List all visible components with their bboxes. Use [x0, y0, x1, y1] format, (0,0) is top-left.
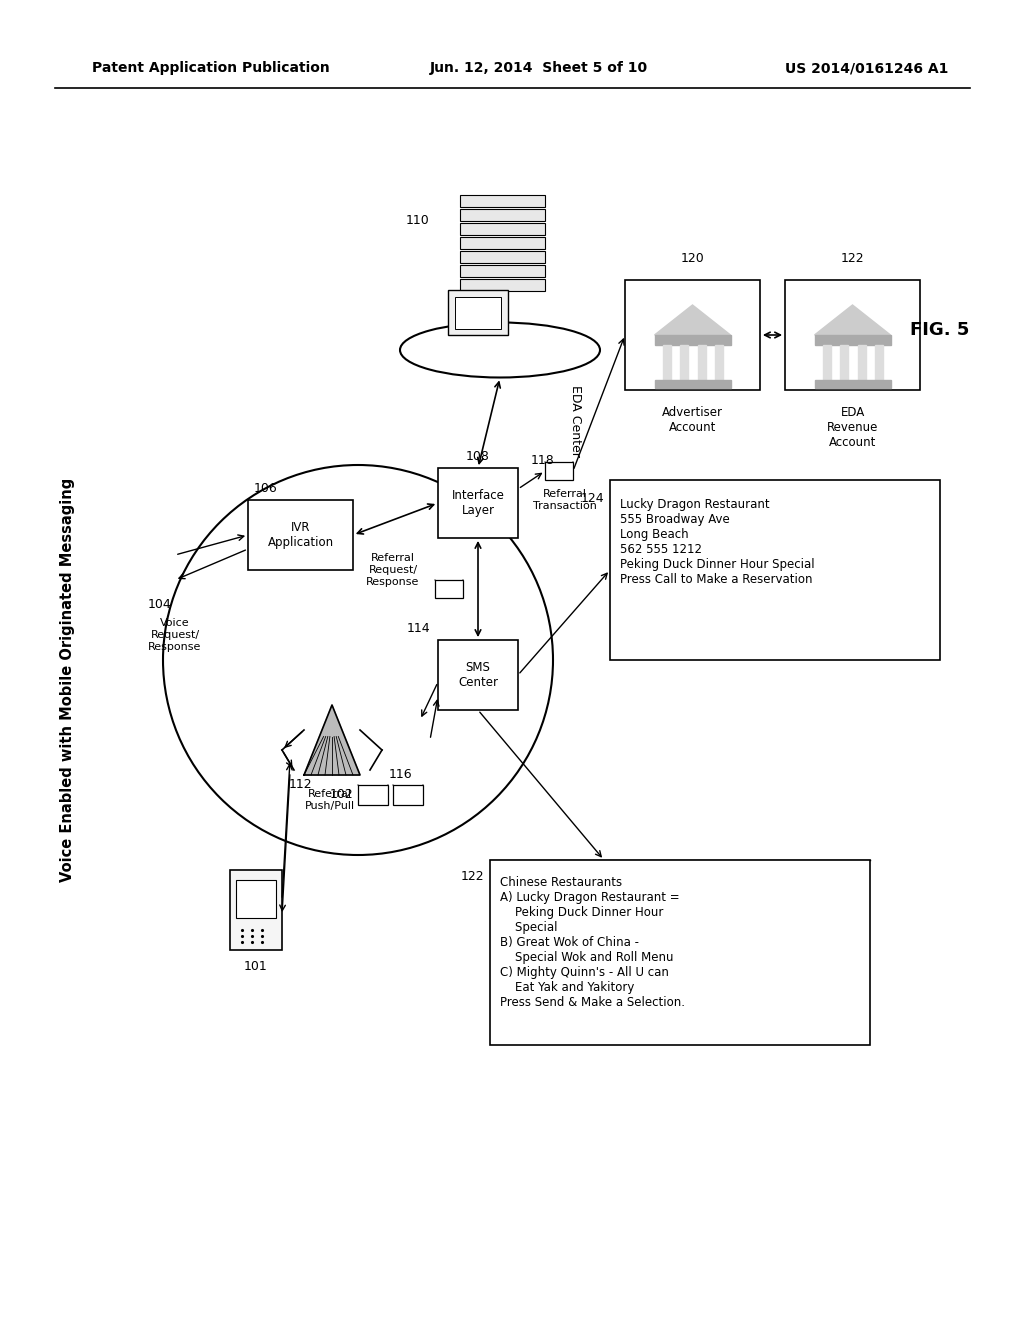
Text: Chinese Restaurants
A) Lucky Dragon Restaurant =
    Peking Duck Dinner Hour
   : Chinese Restaurants A) Lucky Dragon Rest…	[500, 876, 685, 1008]
Text: 116: 116	[388, 768, 412, 781]
Polygon shape	[874, 345, 883, 380]
Text: 110: 110	[407, 214, 430, 227]
Bar	[460, 251, 545, 263]
Polygon shape	[663, 345, 671, 380]
Text: EDA Center: EDA Center	[568, 385, 582, 457]
Bar	[490, 861, 870, 1045]
Text: Voice Enabled with Mobile Originated Messaging: Voice Enabled with Mobile Originated Mes…	[60, 478, 76, 882]
Polygon shape	[304, 705, 360, 775]
Text: 120: 120	[681, 252, 705, 264]
Bar	[449, 290, 508, 335]
Text: 122: 122	[841, 252, 864, 264]
Text: US 2014/0161246 A1: US 2014/0161246 A1	[785, 61, 948, 75]
Bar	[460, 209, 545, 220]
Bar	[393, 785, 423, 805]
Polygon shape	[654, 380, 730, 388]
Bar	[438, 469, 518, 539]
Polygon shape	[814, 380, 891, 388]
Text: 104: 104	[148, 598, 172, 611]
Polygon shape	[840, 345, 848, 380]
Bar	[455, 297, 501, 329]
Text: Lucky Dragon Restaurant
555 Broadway Ave
Long Beach
562 555 1212
Peking Duck Din: Lucky Dragon Restaurant 555 Broadway Ave…	[620, 498, 815, 586]
Bar	[435, 579, 463, 598]
Text: Advertiser
Account: Advertiser Account	[662, 407, 723, 434]
Bar	[230, 870, 282, 950]
Bar	[460, 238, 545, 249]
Polygon shape	[814, 305, 891, 335]
Bar	[460, 223, 545, 235]
Polygon shape	[654, 335, 730, 345]
Text: Voice
Request/
Response: Voice Request/ Response	[148, 618, 202, 652]
Bar	[438, 640, 518, 710]
Text: SMS
Center: SMS Center	[458, 661, 498, 689]
Text: Referral
Transaction: Referral Transaction	[534, 490, 597, 511]
Text: 108: 108	[466, 450, 489, 462]
Text: Patent Application Publication: Patent Application Publication	[92, 61, 330, 75]
Text: EDA
Revenue
Account: EDA Revenue Account	[826, 407, 879, 449]
Polygon shape	[715, 345, 723, 380]
Text: 124: 124	[581, 491, 604, 504]
Text: IVR
Application: IVR Application	[267, 521, 334, 549]
Polygon shape	[814, 335, 891, 345]
Bar	[625, 280, 760, 389]
Text: FIG. 5: FIG. 5	[910, 321, 970, 339]
Bar	[248, 500, 353, 570]
Text: 106: 106	[254, 482, 278, 495]
Polygon shape	[680, 345, 687, 380]
Ellipse shape	[400, 322, 600, 378]
Bar	[358, 785, 388, 805]
Bar	[460, 279, 545, 290]
Polygon shape	[697, 345, 706, 380]
Text: Referral
Push/Pull: Referral Push/Pull	[305, 789, 355, 810]
Polygon shape	[822, 345, 830, 380]
Text: 122: 122	[460, 870, 483, 883]
Text: Jun. 12, 2014  Sheet 5 of 10: Jun. 12, 2014 Sheet 5 of 10	[430, 61, 648, 75]
Polygon shape	[654, 305, 730, 335]
Text: 102: 102	[330, 788, 354, 801]
Polygon shape	[857, 345, 865, 380]
Text: 101: 101	[244, 960, 268, 973]
Bar	[460, 265, 545, 277]
Text: Interface
Layer: Interface Layer	[452, 488, 505, 517]
Text: 118: 118	[531, 454, 555, 466]
Bar	[545, 462, 573, 480]
Bar	[785, 280, 920, 389]
Text: 112: 112	[288, 779, 312, 792]
Bar	[460, 195, 545, 207]
Text: Referral
Request/
Response: Referral Request/ Response	[367, 553, 420, 586]
Bar	[610, 480, 940, 660]
Bar	[236, 880, 276, 917]
Text: 114: 114	[407, 622, 430, 635]
